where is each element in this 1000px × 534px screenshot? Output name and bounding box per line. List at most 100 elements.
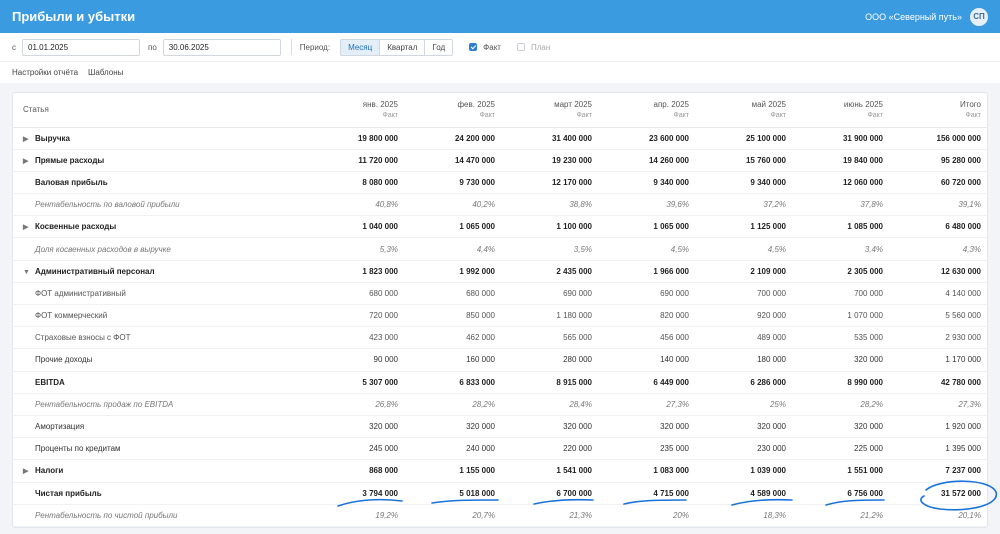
value-cell: 19,2%: [309, 504, 406, 527]
value-cell: 21,3%: [503, 504, 600, 527]
value-cell: 489 000: [697, 326, 794, 350]
value-cell: 27,3%: [891, 393, 987, 416]
value-cell: 1 065 000: [406, 215, 503, 239]
caret-right-icon[interactable]: ▶: [23, 224, 29, 232]
date-from-input[interactable]: [22, 38, 140, 56]
row-label: Прямые расходы: [35, 155, 105, 165]
fact-checkbox[interactable]: Факт: [469, 43, 501, 52]
caret-right-icon[interactable]: ▶: [23, 157, 29, 165]
value-cell: 21,2%: [794, 504, 891, 527]
value-cell: 14 470 000: [406, 149, 503, 172]
templates-link[interactable]: Шаблоны: [88, 68, 124, 77]
value-cell: 1 551 000: [794, 459, 891, 483]
column-sub: Факт: [576, 112, 592, 120]
value-cell: 12 630 000: [891, 260, 987, 283]
row-label: Валовая прибыль: [35, 177, 108, 187]
value-cell: 8 915 000: [503, 371, 600, 394]
row-label: Административный персонал: [35, 266, 155, 276]
value-cell: 1 070 000: [794, 304, 891, 328]
pnl-table: Статья янв. 2025 Факт фев. 2025 Факт март …: [13, 93, 987, 527]
row-label-cell[interactable]: ▼ Административный персонал: [13, 260, 309, 283]
caret-down-icon[interactable]: ▼: [23, 268, 30, 276]
value-cell: 320 000: [600, 415, 697, 439]
value-cell: 40,2%: [406, 193, 503, 217]
value-cell: 320 000: [503, 415, 600, 439]
value-cell: 2 435 000: [503, 260, 600, 283]
column-month: янв. 2025: [362, 100, 398, 110]
avatar[interactable]: СП: [970, 7, 988, 26]
page-title: Прибыли и убытки: [12, 9, 136, 24]
value-cell: 19 840 000: [794, 149, 891, 172]
row-label: Рентабельность по чистой прибыли: [35, 510, 178, 520]
value-cell: 423 000: [309, 326, 406, 350]
row-label-cell: Рентабельность по валовой прибыли: [13, 193, 309, 217]
table-row[interactable]: ▶ Косвенные расходы 1 040 000 1 065 000 1 10…: [13, 215, 987, 239]
value-cell: 7 237 000: [891, 459, 987, 483]
value-cell: 28,2%: [406, 393, 503, 416]
value-cell: 850 000: [406, 304, 503, 328]
checkbox-checked-icon: [469, 43, 478, 51]
caret-right-icon[interactable]: ▶: [23, 135, 29, 143]
column-month: март 2025: [554, 100, 592, 110]
value-cell: 19 800 000: [309, 127, 406, 150]
period-month-button[interactable]: Месяц: [341, 39, 381, 55]
value-cell: 26,8%: [309, 393, 406, 416]
period-quarter-button[interactable]: Квартал: [380, 39, 426, 55]
value-cell: 31 900 000: [794, 127, 891, 150]
value-cell: 3,5%: [503, 237, 600, 261]
value-cell: 320 000: [697, 415, 794, 439]
table-row[interactable]: ▶ Прямые расходы 11 720 000 14 470 000 19 23…: [13, 149, 987, 172]
date-to-input[interactable]: [162, 38, 281, 56]
row-label-cell[interactable]: ▶ Прямые расходы: [13, 149, 309, 172]
row-label-cell[interactable]: ▶ Косвенные расходы: [13, 215, 309, 239]
row-label-cell[interactable]: ▶ Выручка: [13, 127, 309, 150]
value-cell: 6 700 000: [503, 482, 600, 505]
company-name[interactable]: ООО «Северный путь»: [865, 11, 962, 22]
row-label: Рентабельность продаж по EBITDA: [35, 399, 174, 409]
table-row: Рентабельность продаж по EBITDA 26,8% 28,2…: [13, 393, 987, 416]
value-cell: 230 000: [697, 437, 794, 461]
report-settings-link[interactable]: Настройки отчёта: [12, 68, 79, 77]
value-cell: 2 930 000: [891, 326, 987, 350]
row-label: Чистая прибыль: [35, 488, 102, 498]
value-cell: 25%: [697, 393, 794, 416]
value-cell: 1 920 000: [891, 415, 987, 439]
value-cell: 1 040 000: [309, 215, 406, 239]
row-label-cell: Валовая прибыль: [13, 171, 309, 195]
column-header: фев. 2025 Факт: [406, 93, 503, 128]
value-cell: 20,1%: [891, 504, 987, 527]
row-label: ФОТ административный: [35, 288, 126, 298]
value-cell: 37,2%: [697, 193, 794, 217]
value-cell: 6 480 000: [891, 215, 987, 239]
caret-right-icon[interactable]: ▶: [23, 468, 29, 476]
value-cell: 9 730 000: [406, 171, 503, 195]
value-cell: 6 449 000: [600, 371, 697, 394]
value-cell: 5 018 000: [406, 482, 503, 505]
value-cell: 24 200 000: [406, 127, 503, 150]
period-year-button[interactable]: Год: [425, 39, 453, 55]
column-sub: Факт: [382, 112, 398, 120]
value-cell: 1 039 000: [697, 459, 794, 483]
value-cell: 1 170 000: [891, 348, 987, 372]
column-sub: Факт: [965, 112, 981, 120]
row-label: ФОТ коммерческий: [35, 311, 108, 321]
column-month: июнь 2025: [843, 100, 883, 110]
plan-checkbox[interactable]: План: [516, 43, 550, 52]
value-cell: 14 260 000: [600, 149, 697, 172]
value-cell: 320 000: [406, 415, 503, 439]
row-label-cell[interactable]: ▶ Налоги: [13, 459, 309, 483]
table-row[interactable]: ▼ Административный персонал 1 823 000 1 992…: [13, 260, 987, 283]
value-cell: 12 170 000: [503, 171, 600, 195]
value-cell: 6 286 000: [697, 371, 794, 394]
value-cell: 11 720 000: [309, 149, 406, 172]
table-row[interactable]: ▶ Выручка 19 800 000 24 200 000 31 400 000 23…: [13, 127, 987, 150]
column-header: июнь 2025 Факт: [794, 93, 891, 128]
row-label: Прочие доходы: [35, 355, 93, 365]
value-cell: 1 541 000: [503, 459, 600, 483]
value-cell: 1 083 000: [600, 459, 697, 483]
value-cell: 28,2%: [794, 393, 891, 416]
value-cell: 8 990 000: [794, 371, 891, 394]
value-cell: 2 109 000: [697, 260, 794, 283]
table-row[interactable]: ▶ Налоги 868 000 1 155 000 1 541 000 1 083 00…: [13, 459, 987, 483]
value-cell: 220 000: [503, 437, 600, 461]
